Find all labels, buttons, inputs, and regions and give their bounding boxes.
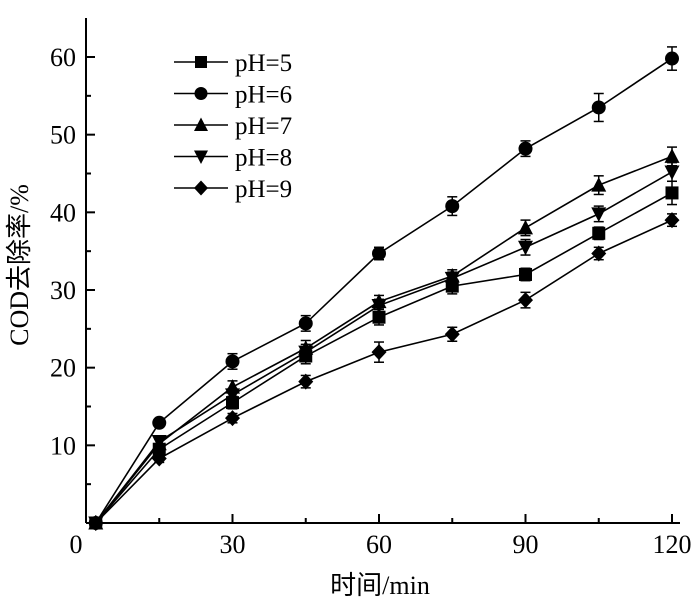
legend-item: pH=9 [174,176,292,203]
series-triangle-down [88,161,680,531]
legend-marker [194,87,208,100]
data-point [151,434,167,450]
legend-marker [194,180,208,196]
data-point [298,316,313,331]
data-point [591,100,606,115]
legend-label: pH=5 [235,50,292,77]
data-point [665,51,679,66]
x-axis-title: 时间/min [330,571,430,600]
data-point [445,199,460,214]
data-point [298,345,314,361]
data-point [444,326,460,343]
y-tick-label: 50 [50,121,76,150]
series-diamond [88,212,680,531]
x-tick-label: 0 [70,530,83,559]
data-point [518,240,533,256]
legend-label: pH=7 [235,113,292,140]
data-point [518,141,533,156]
data-point [225,354,240,369]
data-point [151,450,167,467]
legend-label: pH=9 [235,176,292,203]
series-triangle-up [88,146,680,530]
legend: pH=5 pH=6 pH=7 pH=8 pH=9 [174,50,292,203]
data-point [88,515,104,531]
data-point [664,148,680,163]
legend-marker [194,117,208,131]
series-line [95,171,673,524]
data-point [664,212,680,229]
axes [85,18,680,524]
data-point [371,344,387,361]
legend-item: pH=5 [174,50,292,77]
x-tick-label: 120 [653,530,692,559]
series-square [89,180,679,530]
data-point [591,245,607,262]
data-point [372,246,386,261]
data-point [665,186,679,200]
legend-marker [195,56,207,68]
series-line [95,192,673,524]
data-point [444,271,460,287]
data-point [371,299,387,314]
series-layer [88,46,680,531]
data-point [298,373,314,390]
data-point [518,292,533,309]
series-circle [88,46,679,530]
y-axis-title: COD去除率/% [5,184,34,346]
y-tick-label: 60 [50,43,76,72]
x-tick-label: 30 [220,530,246,559]
data-point [591,207,607,222]
data-point [152,415,167,430]
ticks: 0 30 60 90 120 10 20 30 40 50 60 [50,43,692,559]
data-point [518,219,533,235]
legend-item: pH=8 [174,145,292,172]
data-point [592,226,606,240]
x-tick-label: 90 [513,530,539,559]
data-point [225,410,240,427]
data-point [519,267,532,281]
data-point [372,310,386,324]
legend-label: pH=6 [235,82,292,109]
y-tick-label: 40 [50,198,76,227]
legend-item: pH=7 [174,113,292,140]
series-line [95,57,673,524]
data-point [225,388,240,403]
data-point [664,165,680,180]
x-tick-label: 60 [366,530,392,559]
legend-marker [194,150,208,164]
series-line [95,219,673,524]
legend-item: pH=6 [174,82,292,109]
y-tick-label: 30 [50,276,76,305]
series-line [95,155,673,524]
y-tick-label: 20 [50,354,76,383]
data-point [591,177,607,192]
legend-label: pH=8 [235,145,292,172]
y-tick-label: 10 [50,431,76,460]
